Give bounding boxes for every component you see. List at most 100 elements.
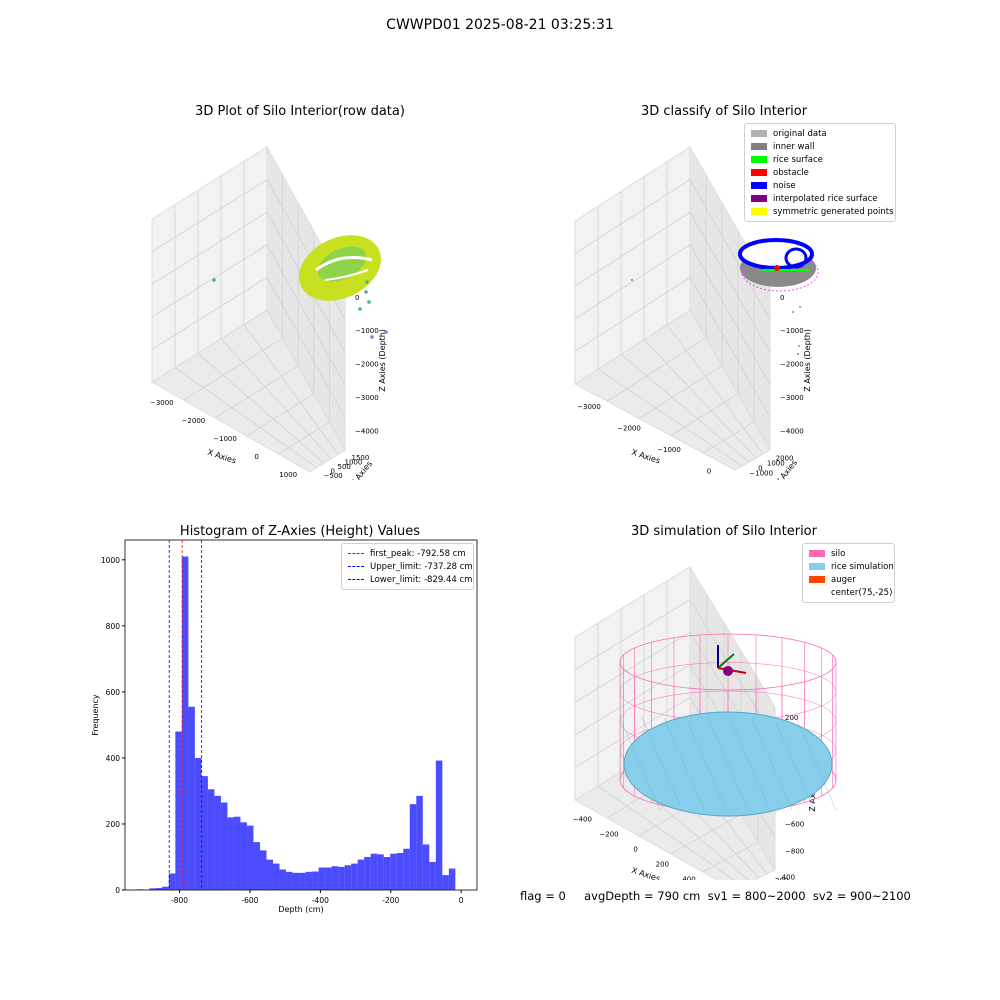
z-tick-label: 0 bbox=[780, 294, 784, 302]
grid-floor-line bbox=[606, 337, 707, 402]
panel2-title: 3D classify of Silo Interior bbox=[640, 104, 808, 119]
data-point bbox=[365, 280, 369, 284]
legend-swatch bbox=[751, 143, 767, 150]
histogram-bar bbox=[338, 866, 345, 890]
histogram-bar bbox=[246, 825, 254, 890]
x-tick-label: 1000 bbox=[279, 471, 297, 479]
histogram-bar bbox=[175, 731, 182, 890]
data-point bbox=[799, 306, 801, 308]
legend-label: center(75,-25) bbox=[831, 587, 893, 598]
grid-floor-line bbox=[670, 393, 739, 436]
histogram-bar bbox=[357, 859, 365, 890]
auger-axis-y bbox=[717, 653, 735, 669]
histogram-bar bbox=[351, 863, 358, 890]
y-tick-label: 400 bbox=[106, 754, 121, 763]
legend-label: Upper_limit: -737.28 cm bbox=[370, 561, 473, 572]
data-point bbox=[364, 290, 368, 294]
x-tick-label: 400 bbox=[682, 876, 695, 881]
data-point bbox=[384, 330, 388, 334]
panel3-histogram: -800 -600 -400 -200 0 0 200 400 600 800 1000 Depth … bbox=[91, 539, 478, 914]
legend-swatch bbox=[809, 563, 825, 570]
legend-swatch bbox=[751, 182, 767, 189]
histogram-bar bbox=[253, 842, 260, 890]
y-tick-label: 1000 bbox=[767, 460, 785, 468]
histogram-bar bbox=[292, 872, 300, 890]
rice-mesh-line bbox=[641, 717, 683, 811]
y-tick-label: 1000 bbox=[101, 556, 120, 565]
legend-entry: obstacle bbox=[751, 166, 889, 179]
legend-entry: silo bbox=[809, 547, 888, 560]
legend-entry: Upper_limit: -737.28 cm bbox=[348, 560, 473, 573]
y-tick-label: −1000 bbox=[749, 470, 773, 478]
panel4-3d-simulation: −400−2000200400600−600−400−2000200400200… bbox=[573, 565, 837, 881]
legend-label: auger bbox=[831, 574, 856, 585]
rice-mesh-line bbox=[707, 717, 749, 811]
histogram-bar bbox=[266, 859, 274, 890]
z-tick-label: −4000 bbox=[780, 427, 804, 435]
histogram-bar bbox=[344, 865, 352, 890]
z-tick-label: −4000 bbox=[355, 427, 379, 435]
histogram-bar bbox=[435, 760, 443, 890]
histogram-bar bbox=[383, 856, 391, 890]
z-tick-label: −2000 bbox=[355, 361, 379, 369]
grid-floor-line bbox=[597, 368, 743, 467]
histogram-bar bbox=[240, 822, 247, 890]
histogram-bar bbox=[416, 795, 423, 890]
x-tick-label: 200 bbox=[656, 861, 669, 869]
rice-mesh-line bbox=[795, 717, 837, 811]
rice-mesh-line bbox=[685, 717, 727, 811]
x-axis-label: Depth (cm) bbox=[278, 905, 323, 914]
histogram-bar bbox=[370, 853, 378, 890]
legend-swatch bbox=[751, 130, 767, 137]
legend-label: Lower_limit: -829.44 cm bbox=[370, 574, 473, 585]
noise-ring bbox=[738, 238, 814, 270]
grid-floor-line bbox=[670, 813, 742, 855]
x-tick-label: −3000 bbox=[577, 403, 601, 411]
histogram-bar bbox=[233, 816, 241, 890]
y-tick-label: 1500 bbox=[352, 454, 370, 462]
z-tick-label: −1000 bbox=[355, 327, 379, 335]
x-tick-label: −200 bbox=[599, 831, 618, 839]
figure-suptitle: CWWPD01 2025-08-21 03:25:31 bbox=[386, 17, 614, 33]
y-tick-label: 600 bbox=[106, 688, 121, 697]
x-tick-label: -400 bbox=[312, 896, 329, 905]
histogram-bar bbox=[331, 866, 339, 890]
legend-swatch bbox=[809, 550, 825, 557]
histogram-bar bbox=[279, 869, 287, 890]
grid-wall-line bbox=[151, 244, 346, 385]
x-tick-label: -600 bbox=[241, 896, 258, 905]
grid-floor-line bbox=[215, 365, 299, 419]
y-tick-label: 0 bbox=[758, 465, 762, 473]
histogram-bar bbox=[305, 871, 313, 890]
panel1-title: 3D Plot of Silo Interior(row data) bbox=[195, 104, 405, 119]
noise-cluster bbox=[784, 247, 808, 269]
data-point bbox=[797, 353, 799, 355]
grid-wall-line bbox=[574, 599, 776, 740]
legend-label: first_peak: -792.58 cm bbox=[370, 548, 466, 559]
x-tick-label: 0 bbox=[633, 846, 637, 854]
z-tick-label: −800 bbox=[785, 847, 804, 855]
x-tick-label: 0 bbox=[707, 467, 711, 475]
panel4-legend: silo rice simulation auger center(75,-25) bbox=[802, 543, 895, 603]
legend-swatch bbox=[751, 169, 767, 176]
histogram-bar bbox=[442, 875, 449, 890]
histogram-bar bbox=[220, 802, 228, 890]
y-tick-label: 0 bbox=[115, 886, 120, 895]
z-tick-label: 0 bbox=[355, 294, 359, 302]
y-tick-label: 200 bbox=[775, 877, 788, 880]
histogram-bar bbox=[136, 889, 143, 890]
histogram-bar bbox=[318, 867, 326, 890]
x-tick-label: −2000 bbox=[182, 417, 206, 425]
grid-floor-line bbox=[643, 339, 757, 459]
histogram-bar bbox=[409, 804, 417, 890]
z-tick-label: −3000 bbox=[355, 394, 379, 402]
histogram-bar bbox=[396, 853, 404, 890]
histogram-bar bbox=[181, 556, 189, 890]
legend-entry: interpolated rice surface bbox=[751, 192, 889, 205]
y-tick-label: 200 bbox=[106, 820, 121, 829]
grid-floor-line bbox=[597, 785, 735, 880]
x-tick-label: −3000 bbox=[150, 399, 174, 407]
grid-floor-line bbox=[702, 841, 759, 873]
x-tick-label: −1000 bbox=[657, 446, 681, 454]
x-tick-label: −400 bbox=[573, 816, 592, 824]
